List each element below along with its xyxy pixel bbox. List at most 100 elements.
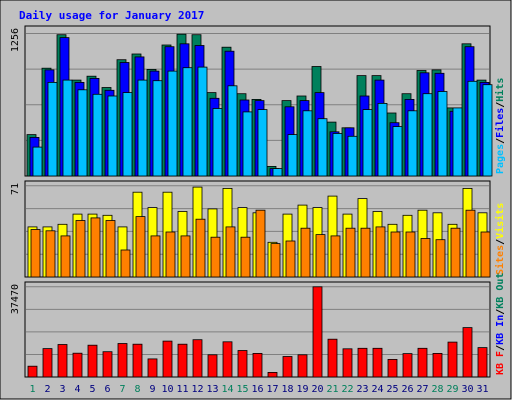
bar-pages-day-21 [332,133,343,177]
bar-sites-day-23 [360,227,371,278]
y-max-label-bottom: 37470 [10,284,21,314]
bar-kbytes-day-25 [387,358,398,378]
bar-pages-day-2 [47,82,58,177]
bar-kbytes-day-18 [282,356,293,378]
bar-pages-day-4 [77,89,88,177]
legend-separator: / [495,309,506,315]
bar-pages-day-8 [137,79,148,177]
bar-pages-day-23 [362,109,373,177]
bar-pages-day-27 [422,93,433,177]
bar-sites-day-21 [330,235,341,278]
x-tick-label-day-31: 31 [476,384,488,395]
bar-kbytes-day-2 [42,348,53,378]
legend-bottom: KB F/KB In/KB Out [495,273,506,375]
bar-kbytes-day-8 [132,343,143,378]
bar-pages-day-12 [197,66,208,177]
bar-sites-day-14 [225,226,236,278]
bar-pages-day-6 [107,95,118,177]
bar-sites-day-19 [300,227,311,278]
bar-kbytes-day-6 [102,351,113,378]
legend-text-bottom: KB F/KB In/KB Out [495,273,506,375]
x-tick-label-day-21: 21 [326,384,338,395]
y-max-label-top: 1256 [10,28,21,52]
bar-sites-day-7 [120,249,131,278]
x-tick-label-day-26: 26 [401,384,413,395]
bar-kbytes-day-31 [477,347,488,378]
legend-item-visits: Visits [494,203,506,239]
x-tick-label-day-12: 12 [191,384,203,395]
bar-pages-day-5 [92,93,103,177]
bar-sites-day-12 [195,218,206,278]
bar-kbytes-day-26 [402,353,413,378]
x-tick-label-day-13: 13 [206,384,218,395]
panel-bottom: 37470 [10,281,491,378]
x-tick-label-day-8: 8 [134,384,140,395]
x-tick-label-day-28: 28 [431,384,443,395]
legend-separator: / [495,239,506,245]
legend-separator: / [495,102,506,108]
x-tick-label-day-19: 19 [296,384,308,395]
x-tick-label-day-30: 30 [461,384,473,395]
bar-sites-day-15 [240,236,251,278]
bar-pages-day-19 [302,110,313,177]
x-tick-label-day-5: 5 [89,384,95,395]
bar-sites-day-10 [165,231,176,278]
bar-sites-day-6 [105,220,116,278]
bar-kbytes-day-15 [237,350,248,378]
bar-kbytes-day-22 [342,348,353,378]
bar-sites-day-13 [210,236,221,278]
bar-sites-day-2 [45,230,56,278]
bar-pages-day-13 [212,108,223,177]
bar-pages-day-28 [437,91,448,177]
legend-middle: Sites/Visits [494,203,506,275]
bar-kbytes-day-17 [267,371,278,378]
bar-sites-day-5 [90,217,101,278]
legend-separator: / [495,138,506,144]
x-tick-label-day-11: 11 [176,384,188,395]
bar-kbytes-day-21 [327,338,338,378]
bar-sites-day-1 [30,229,41,278]
x-tick-label-day-3: 3 [59,384,65,395]
bar-pages-day-1 [32,146,43,177]
bar-pages-day-29 [452,107,463,177]
bar-kbytes-day-19 [297,354,308,378]
bar-pages-day-11 [182,67,193,177]
bar-pages-day-17 [272,168,283,177]
bar-sites-day-11 [180,235,191,278]
x-tick-label-day-18: 18 [281,384,293,395]
x-tick-label-day-10: 10 [161,384,173,395]
x-tick-label-day-29: 29 [446,384,458,395]
bar-sites-day-26 [405,231,416,278]
bar-kbytes-day-23 [357,347,368,378]
legend-item-kb-out: KB Out [495,273,506,309]
legend-separator: / [495,345,506,351]
bar-sites-day-3 [60,235,71,278]
legend-text-middle: Sites/Visits [494,203,506,275]
bar-kbytes-day-1 [27,365,38,378]
bar-kbytes-day-13 [207,354,218,378]
bar-pages-day-24 [377,103,388,177]
bar-pages-day-31 [482,84,493,177]
bar-pages-day-14 [227,85,238,177]
bar-kbytes-day-14 [222,341,233,378]
legend-item-files: Files [494,108,506,138]
x-tick-label-day-16: 16 [251,384,263,395]
bar-kbytes-day-10 [162,340,173,378]
bar-pages-day-15 [242,111,253,177]
bar-sites-day-25 [390,231,401,278]
bar-pages-day-9 [152,80,163,177]
bar-sites-day-16 [255,209,266,278]
bar-kbytes-day-29 [447,341,458,378]
bar-kbytes-day-5 [87,344,98,378]
bar-sites-day-28 [435,239,446,278]
legend-item-sites: Sites [494,245,506,275]
legend-text-top: Pages/Files/Hits [494,78,506,174]
bar-kbytes-day-20 [312,286,323,378]
bar-kbytes-day-24 [372,347,383,378]
bar-sites-day-9 [150,235,161,278]
bar-sites-day-22 [345,227,356,278]
bar-kbytes-day-30 [462,327,473,378]
x-tick-label-day-6: 6 [104,384,110,395]
legend-item-kb-in: KB In [495,315,506,345]
